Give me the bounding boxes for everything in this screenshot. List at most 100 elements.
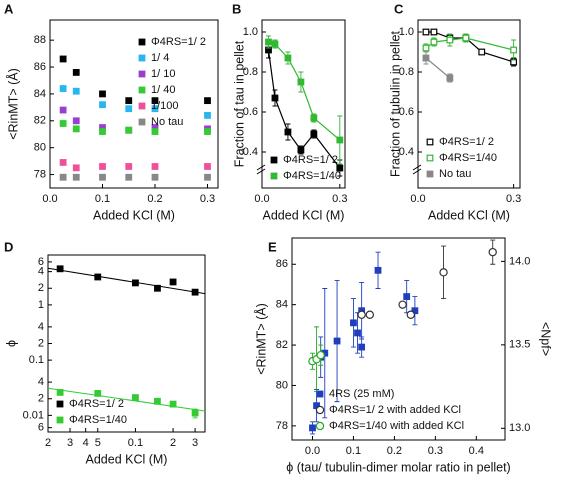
y-tick-label: 1.0 [399,26,414,38]
data-point [488,247,497,257]
series-line [425,37,514,51]
legend-swatch [426,138,434,146]
data-point [271,40,279,48]
legend-label: No tau [151,116,183,128]
x-tick-label: 0.0 [305,445,320,457]
legend-label: Φ4RS=1/ 2 [283,154,338,166]
x-tick-label: 5 [95,437,101,449]
data-point [297,78,305,86]
y-tick-label: 0.1 [29,354,44,366]
y-axis-label: ϕ [4,340,18,347]
data-point [72,173,80,181]
data-point [357,310,366,319]
legend-label: 4RS (25 mM) [329,388,394,400]
legend-swatch [426,154,434,162]
x-tick-label: 0.2 [147,193,162,205]
y-tick-label: 0.01 [23,409,44,421]
y-tick-label: 2 [38,337,44,349]
data-point [204,112,211,119]
data-point [59,120,67,127]
data-point [422,28,430,36]
plot-frame [417,19,521,189]
data-point [151,173,159,181]
data-point [204,163,211,170]
x-axis-label: Added KCl (M) [86,452,168,466]
axis-break [412,164,422,175]
plot-frame [49,19,219,189]
y-axis-label: <RinMT> (Å) [5,68,20,140]
data-point [154,397,161,405]
y-tick-label: 1 [38,299,44,311]
data-point [72,117,80,125]
legend-label: Φ4RS=1/40 [439,152,497,164]
data-point [310,130,318,138]
data-point [316,350,325,360]
y-tick-label: 82 [34,115,46,127]
data-point [59,173,67,181]
data-point [398,300,407,309]
data-point [125,105,133,113]
y2-tick-label: 13.5 [509,339,530,351]
data-point [99,101,106,109]
legend-label: No tau [439,168,471,180]
x-tick-label: 3 [192,437,198,449]
data-point [309,424,316,432]
y-tick-label: 6 [38,256,44,268]
legend-label: Φ4RS=1/ 2 [69,398,124,410]
x-tick-label: 4 [83,437,89,449]
data-point [411,307,419,315]
data-point [151,163,159,170]
data-point [94,273,102,281]
legend-swatch [316,390,324,398]
data-point [365,310,375,319]
x-tick-label: 2 [170,437,176,449]
x-axis-label: ϕ (tau/ tubulin-dimer molar ratio in pel… [286,460,510,474]
data-point [132,279,139,287]
data-point [59,55,67,63]
x-tick-label: 0.3 [200,193,215,205]
y-tick-label: 0.6 [399,106,414,118]
panel-label: B [232,1,241,16]
data-point [284,54,292,62]
legend-label: Φ4RS=1/40 with added KCl [329,420,464,432]
y2-tick-label: 14.0 [509,255,530,267]
data-point [350,319,357,327]
data-point [99,128,106,135]
panel-label: A [4,1,14,16]
data-point [446,36,454,44]
fit-line [47,387,206,412]
x-tick-label: 0.0 [42,193,57,205]
y-tick-label: 80 [34,142,46,154]
data-point [204,97,211,105]
data-point [99,90,106,98]
y2-tick-label: 13.0 [509,422,530,434]
data-point [72,125,80,133]
y-tick-label: 2 [38,282,44,294]
legend-label: 1/ 40 [151,84,175,96]
y-tick-label: 2 [38,393,44,405]
x-tick-label: 0.3 [332,193,347,205]
y-tick-label: 1.0 [243,26,258,38]
data-point [59,85,67,92]
data-point [72,87,80,95]
legend-swatch [315,405,325,415]
x-tick-label: 0.1 [346,445,361,457]
legend-swatch [138,86,146,94]
data-point [446,74,454,82]
legend-swatch [138,102,146,110]
data-point [430,28,438,36]
x-tick-label: 0.2 [387,445,402,457]
x-axis-label: Added KCl (M) [93,208,175,222]
panel-label: E [268,239,277,254]
y-tick-label: 4 [38,321,44,333]
data-point [125,126,133,134]
data-point [336,136,344,144]
y-tick-label: 82 [276,339,288,351]
data-point [336,164,344,172]
y-tick-label: 88 [34,34,46,46]
data-point [510,46,518,54]
y-tick-label: 84 [276,299,288,311]
y-tick-label: 78 [34,168,46,180]
legend-swatch [270,172,278,180]
legend-label: 1/100 [151,100,179,112]
